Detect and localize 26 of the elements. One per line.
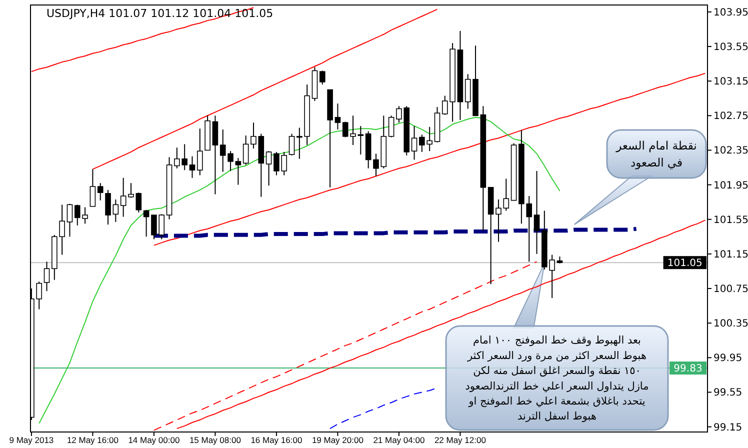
y-tick-label: 99.95	[714, 353, 742, 364]
x-tick-label: 22 May 12:00	[434, 435, 486, 445]
y-tick-label: 102.75	[714, 111, 748, 122]
y-tick-label: 99.15	[714, 422, 742, 434]
y-tick-label: 103.95	[714, 7, 748, 18]
y-tick-label: 101.55	[714, 214, 748, 226]
x-tick-label: 15 May 08:00	[189, 435, 242, 445]
y-tick-label: 103.15	[714, 76, 748, 88]
x-tick-label: 21 May 04:00	[373, 435, 425, 445]
y-tick-label: 101.15	[714, 249, 748, 260]
annotation: بعد الهبوط وقف خط الموفنج ١٠٠ امام هبوط السعر اكثر من مرة ورد السعر اكثر ١٥٠ نقطة والسعر اغلق اسفل منه لكن مازل يتداول السعر اعلي خط الترندالصعود يتحدد باغلاق بشمعة اعلي خط الموفنج او هبوط اسفل الترند	[465, 334, 649, 423]
y-tick-label: 99.55	[714, 388, 742, 399]
ref-line-label: 99.83	[674, 364, 702, 375]
y-tick-label: 103.55	[714, 42, 748, 53]
ref-line-label: 101.05	[667, 258, 702, 270]
x-tick-label: 19 May 20:00	[312, 435, 364, 445]
chart-title: USDJPY,H4 101.07 101.12 101.04 101.05	[46, 7, 274, 20]
x-tick-label: 14 May 00:00	[128, 435, 180, 445]
annotation: نقطة امام السعر في الصعود	[615, 138, 697, 170]
x-tick-label: 9 May 2013	[9, 435, 54, 445]
y-tick-label: 102.35	[714, 146, 748, 157]
y-tick-label: 100.35	[714, 318, 748, 330]
y-tick-label: 101.95	[714, 180, 748, 192]
y-tick-label: 100.75	[714, 284, 748, 296]
x-tick-label: 16 May 16:00	[250, 435, 302, 445]
x-tick-label: 12 May 16:00	[66, 435, 119, 445]
